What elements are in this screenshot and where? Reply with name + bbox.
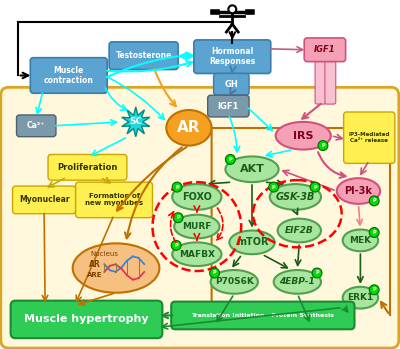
Text: Muscle hypertrophy: Muscle hypertrophy bbox=[24, 314, 149, 325]
Ellipse shape bbox=[276, 122, 331, 149]
Text: GH: GH bbox=[224, 80, 238, 89]
Text: P: P bbox=[176, 215, 180, 220]
Text: AKT: AKT bbox=[240, 164, 264, 174]
FancyBboxPatch shape bbox=[214, 74, 249, 95]
Text: P: P bbox=[228, 157, 232, 162]
Circle shape bbox=[171, 240, 181, 250]
Ellipse shape bbox=[274, 270, 321, 294]
Text: FOXO: FOXO bbox=[182, 192, 212, 202]
Text: P: P bbox=[213, 270, 216, 275]
FancyBboxPatch shape bbox=[16, 115, 56, 137]
FancyBboxPatch shape bbox=[109, 42, 178, 69]
Text: AR: AR bbox=[177, 120, 201, 135]
Circle shape bbox=[369, 228, 379, 237]
Text: P: P bbox=[175, 185, 179, 190]
FancyBboxPatch shape bbox=[325, 57, 336, 104]
Text: Muscle
contraction: Muscle contraction bbox=[44, 66, 94, 85]
Circle shape bbox=[312, 268, 322, 278]
Text: Ca²⁺: Ca²⁺ bbox=[27, 121, 45, 130]
Text: IGF1: IGF1 bbox=[218, 102, 239, 111]
Text: MEK: MEK bbox=[349, 236, 372, 245]
Ellipse shape bbox=[172, 184, 222, 210]
Text: MAFBX: MAFBX bbox=[179, 250, 215, 259]
Circle shape bbox=[369, 196, 379, 206]
Circle shape bbox=[269, 182, 279, 192]
FancyBboxPatch shape bbox=[76, 182, 152, 218]
Circle shape bbox=[226, 155, 235, 164]
Ellipse shape bbox=[166, 110, 212, 146]
FancyBboxPatch shape bbox=[194, 40, 271, 74]
Text: MURF: MURF bbox=[182, 222, 212, 231]
Text: AR: AR bbox=[88, 260, 100, 269]
Circle shape bbox=[369, 285, 379, 295]
Text: P70S6K: P70S6K bbox=[215, 277, 254, 287]
Text: P: P bbox=[174, 243, 178, 248]
Text: P: P bbox=[372, 287, 376, 292]
Text: Proliferation: Proliferation bbox=[57, 163, 118, 172]
Text: IGF1: IGF1 bbox=[314, 45, 336, 54]
Text: Translation Initiation - Protein Synthesis: Translation Initiation - Protein Synthes… bbox=[192, 313, 334, 318]
Ellipse shape bbox=[270, 184, 321, 210]
Text: ARE: ARE bbox=[87, 272, 102, 278]
Text: Myonuclear: Myonuclear bbox=[19, 195, 70, 205]
Ellipse shape bbox=[337, 178, 380, 204]
Text: ERK1: ERK1 bbox=[347, 293, 374, 302]
FancyBboxPatch shape bbox=[208, 95, 249, 117]
FancyBboxPatch shape bbox=[12, 186, 76, 214]
FancyBboxPatch shape bbox=[48, 155, 127, 180]
Text: P: P bbox=[272, 185, 276, 190]
Text: PI-3k: PI-3k bbox=[344, 186, 372, 196]
Polygon shape bbox=[122, 107, 150, 137]
Circle shape bbox=[310, 182, 320, 192]
Ellipse shape bbox=[343, 230, 378, 251]
Circle shape bbox=[173, 213, 183, 223]
Text: GSK-3B: GSK-3B bbox=[276, 192, 315, 202]
FancyBboxPatch shape bbox=[30, 58, 107, 93]
FancyBboxPatch shape bbox=[304, 38, 346, 62]
FancyBboxPatch shape bbox=[1, 87, 399, 348]
FancyBboxPatch shape bbox=[171, 302, 354, 329]
Ellipse shape bbox=[343, 287, 378, 309]
FancyBboxPatch shape bbox=[11, 300, 162, 338]
Ellipse shape bbox=[226, 156, 279, 182]
Text: IP3-Mediated
Ca²⁺ release: IP3-Mediated Ca²⁺ release bbox=[348, 132, 390, 143]
Text: P: P bbox=[313, 185, 317, 190]
Text: P: P bbox=[372, 230, 376, 235]
Ellipse shape bbox=[172, 242, 222, 266]
Text: EIF2B: EIF2B bbox=[285, 226, 314, 235]
Text: Formation of
new myotubes: Formation of new myotubes bbox=[85, 193, 143, 206]
Text: SC: SC bbox=[129, 117, 142, 126]
Text: Testosterone: Testosterone bbox=[116, 51, 172, 60]
FancyBboxPatch shape bbox=[315, 57, 326, 104]
Text: P: P bbox=[321, 143, 325, 148]
Text: IRS: IRS bbox=[293, 131, 314, 141]
Circle shape bbox=[228, 5, 236, 13]
Text: P: P bbox=[315, 270, 319, 275]
Text: Hormonal
Responses: Hormonal Responses bbox=[209, 47, 256, 66]
FancyBboxPatch shape bbox=[344, 112, 395, 163]
Text: mTOR: mTOR bbox=[236, 237, 268, 247]
Ellipse shape bbox=[229, 231, 275, 254]
Circle shape bbox=[210, 268, 220, 278]
Ellipse shape bbox=[73, 243, 159, 293]
Ellipse shape bbox=[211, 270, 258, 294]
Ellipse shape bbox=[174, 215, 220, 238]
Text: 4EBP-1: 4EBP-1 bbox=[280, 277, 315, 287]
Circle shape bbox=[318, 141, 328, 150]
Text: P: P bbox=[372, 198, 376, 203]
Text: Nucleus: Nucleus bbox=[90, 251, 118, 257]
Ellipse shape bbox=[278, 219, 321, 242]
Circle shape bbox=[172, 182, 182, 192]
